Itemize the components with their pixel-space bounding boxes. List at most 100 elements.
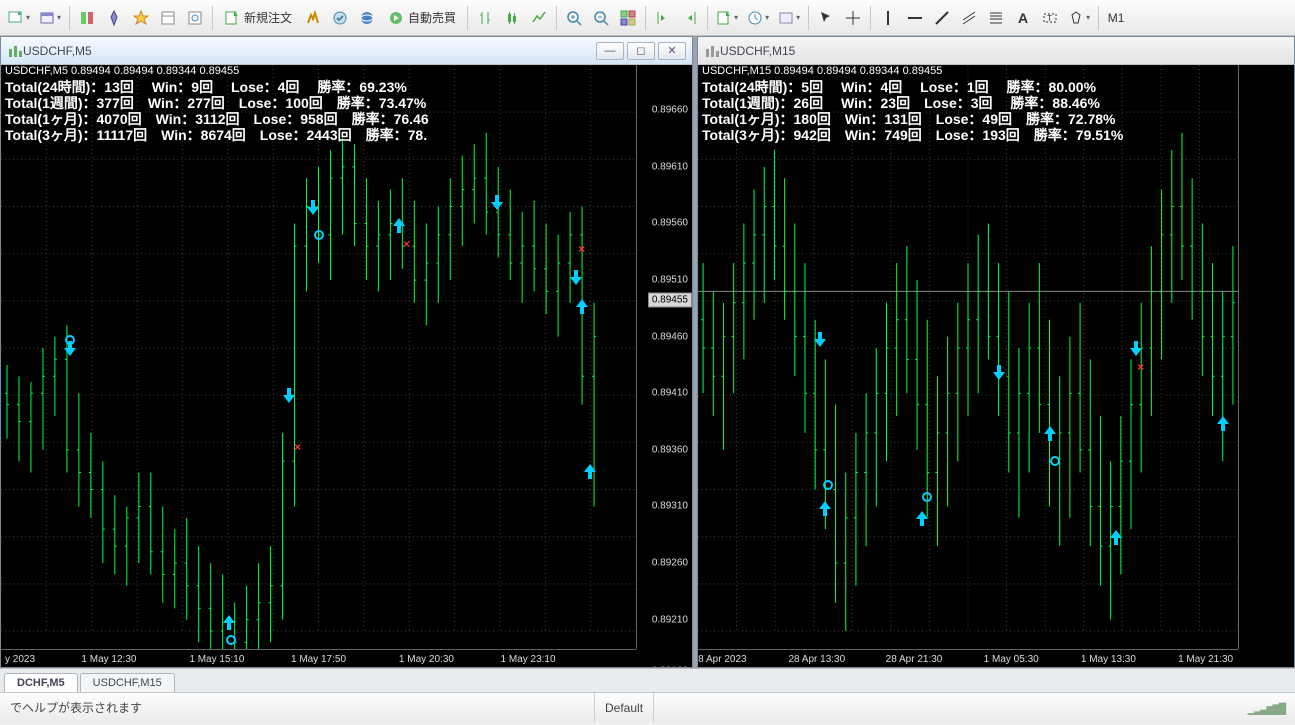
y-tick: 0.89360: [652, 444, 688, 455]
chart-title-left: USDCHF,M5: [23, 44, 593, 58]
signal-arrow-down: [991, 363, 1007, 381]
chart-pane-right: USDCHF,M15 USDCHF,M15 0.89494 0.89494 0.…: [697, 36, 1295, 668]
x-tick: 28 Apr 2023: [698, 654, 747, 665]
marker-circle-icon: [1050, 456, 1060, 466]
x-tick: 28 Apr 13:30: [788, 654, 845, 665]
new-order-label: 新規注文: [244, 9, 292, 26]
ohlc-right: USDCHF,M15 0.89494 0.89494 0.89344 0.894…: [702, 65, 942, 77]
x-tick: 1 May 15:10: [189, 654, 244, 665]
marker-x-icon: ×: [1137, 363, 1144, 371]
objects-button[interactable]: ▾: [1064, 5, 1094, 31]
x-axis-left: y 20231 May 12:301 May 15:101 May 17:501…: [1, 649, 636, 667]
y-tick: 0.89310: [652, 501, 688, 512]
signal-arrow-down: [1128, 339, 1144, 357]
timeframe-m1-button[interactable]: M1: [1103, 5, 1129, 31]
signal-arrow-down: [305, 198, 321, 216]
status-profile: Default: [595, 693, 654, 722]
signal-arrow-down: [812, 330, 828, 348]
titlebar-left[interactable]: USDCHF,M5 — ◻ ✕: [1, 37, 692, 65]
titlebar-right[interactable]: USDCHF,M15: [698, 37, 1294, 65]
signal-arrow-up: [221, 613, 237, 631]
signal-arrow-up: [1042, 424, 1058, 442]
main-toolbar: ▾ ▾ 新規注文 自動売買 ▾ ▾ ▾ A T ▾ M1: [0, 0, 1295, 36]
minimize-button[interactable]: —: [596, 42, 624, 60]
signals-button[interactable]: [327, 5, 353, 31]
signal-arrow-up: [582, 462, 598, 480]
x-tick: 1 May 12:30: [81, 654, 136, 665]
close-button[interactable]: ✕: [658, 42, 686, 60]
crosshair-button[interactable]: [840, 5, 866, 31]
chart-area-right[interactable]: 28 Apr 202328 Apr 13:3028 Apr 21:301 May…: [698, 65, 1294, 667]
new-chart-button[interactable]: ▾: [4, 5, 34, 31]
hline-button[interactable]: [902, 5, 928, 31]
status-bar: でヘルプが表示されます Default ▁▂▃▅▆▇: [0, 692, 1295, 722]
signal-arrow-up: [1108, 528, 1124, 546]
tab-m15[interactable]: USDCHF,M15: [80, 673, 175, 692]
chart-icon: [704, 43, 720, 59]
stats-right: Total(24時間)：5回 Win：4回 Lose：1回 勝率：80.00% …: [702, 79, 1123, 143]
chart-title-right: USDCHF,M15: [720, 44, 1288, 58]
y-axis-left: 0.896600.896100.895600.895100.894600.894…: [636, 65, 692, 649]
chart-area-left[interactable]: 0.896600.896100.895600.895100.894600.894…: [1, 65, 692, 667]
marker-x-icon: ×: [294, 443, 301, 451]
tile-windows-button[interactable]: [615, 5, 641, 31]
chart-icon: [7, 43, 23, 59]
x-tick: 1 May 17:50: [291, 654, 346, 665]
indicators-button[interactable]: ▾: [712, 5, 742, 31]
signal-arrow-up: [574, 297, 590, 315]
text-button[interactable]: A: [1010, 5, 1036, 31]
signal-arrow-up: [391, 216, 407, 234]
workspace: USDCHF,M5 — ◻ ✕ USDCHF,M5 0.89494 0.8949…: [0, 36, 1295, 668]
favorites-button[interactable]: [128, 5, 154, 31]
signal-arrow-down: [281, 386, 297, 404]
vline-button[interactable]: [875, 5, 901, 31]
periods-button[interactable]: ▾: [743, 5, 773, 31]
y-axis-right: [1238, 65, 1294, 649]
x-tick: 1 May 21:30: [1178, 654, 1233, 665]
y-tick: 0.89260: [652, 558, 688, 569]
marker-x-icon: ×: [403, 240, 410, 248]
trendline-button[interactable]: [929, 5, 955, 31]
ohlc-left: USDCHF,M5 0.89494 0.89494 0.89344 0.8945…: [5, 65, 239, 77]
strategy-tester-button[interactable]: [182, 5, 208, 31]
data-window-button[interactable]: [155, 5, 181, 31]
zoom-out-button[interactable]: [588, 5, 614, 31]
fibo-button[interactable]: [983, 5, 1009, 31]
scroll-chart-button[interactable]: [677, 5, 703, 31]
chart-pane-left: USDCHF,M5 — ◻ ✕ USDCHF,M5 0.89494 0.8949…: [0, 36, 693, 668]
maximize-button[interactable]: ◻: [627, 42, 655, 60]
tab-m5[interactable]: DCHF,M5: [4, 673, 78, 692]
profiles-button[interactable]: ▾: [35, 5, 65, 31]
navigator-button[interactable]: [101, 5, 127, 31]
cursor-button[interactable]: [813, 5, 839, 31]
new-order-button[interactable]: 新規注文: [217, 5, 299, 31]
metaquotes-button[interactable]: [300, 5, 326, 31]
signal-arrow-up: [817, 499, 833, 517]
auto-trade-button[interactable]: 自動売買: [381, 5, 463, 31]
x-tick: 1 May 13:30: [1081, 654, 1136, 665]
vps-button[interactable]: [354, 5, 380, 31]
connection-indicator: ▁▂▃▅▆▇: [1248, 701, 1295, 715]
x-tick: 1 May 05:30: [984, 654, 1039, 665]
text-label-button[interactable]: T: [1037, 5, 1063, 31]
zoom-in-button[interactable]: [561, 5, 587, 31]
y-tick: 0.89510: [652, 275, 688, 286]
y-tick: 0.89410: [652, 388, 688, 399]
x-tick: 1 May 23:10: [501, 654, 556, 665]
x-axis-right: 28 Apr 202328 Apr 13:3028 Apr 21:301 May…: [698, 649, 1238, 667]
market-watch-button[interactable]: [74, 5, 100, 31]
marker-x-icon: ×: [578, 245, 585, 253]
templates-button[interactable]: ▾: [774, 5, 804, 31]
shift-chart-button[interactable]: [650, 5, 676, 31]
signal-arrow-down: [568, 268, 584, 286]
marker-circle-icon: [314, 230, 324, 240]
y-tick: 0.89460: [652, 331, 688, 342]
status-help: でヘルプが表示されます: [0, 693, 595, 722]
y-tick: 0.89660: [652, 105, 688, 116]
candle-chart-button[interactable]: [499, 5, 525, 31]
line-chart-button[interactable]: [526, 5, 552, 31]
signal-arrow-down: [489, 193, 505, 211]
auto-trade-label: 自動売買: [408, 9, 456, 26]
channel-button[interactable]: [956, 5, 982, 31]
bar-chart-button[interactable]: [472, 5, 498, 31]
